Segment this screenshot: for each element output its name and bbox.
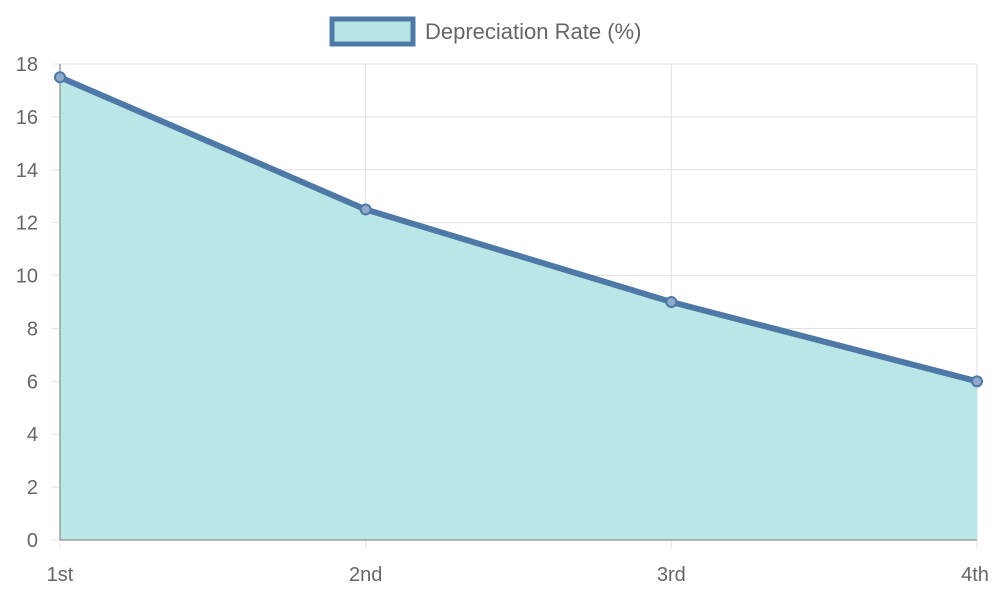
y-tick-label-8: 8	[27, 318, 38, 340]
y-tick-label-0: 0	[27, 530, 38, 552]
y-tick-label-18: 18	[16, 54, 38, 76]
y-tick-label-16: 16	[16, 107, 38, 129]
y-tick-label-4: 4	[27, 424, 38, 446]
y-tick-label-14: 14	[16, 160, 38, 182]
x-tick-label-3rd: 3rd	[657, 564, 686, 586]
legend[interactable]: Depreciation Rate (%)	[329, 16, 641, 47]
series-area-layer	[60, 77, 977, 540]
y-tick-label-10: 10	[16, 266, 38, 288]
x-tick-label-1st: 1st	[47, 564, 74, 586]
legend-swatch[interactable]	[329, 16, 416, 47]
axes	[59, 64, 977, 541]
data-point-4th[interactable]	[971, 375, 983, 388]
y-tick-label-12: 12	[16, 213, 38, 235]
data-point-2nd[interactable]	[359, 203, 372, 216]
series-points-layer	[54, 71, 983, 388]
data-point-3rd[interactable]	[665, 296, 678, 308]
x-axis-tick-labels: 1st 2nd 3rd 4th	[47, 564, 989, 586]
y-axis-tick-labels: 0 2 4 6 8 10 12 14 16 18	[16, 54, 38, 552]
series-line-layer	[57, 74, 980, 385]
series-area-fill	[60, 77, 977, 540]
series-line	[57, 74, 980, 385]
x-tick-label-4th: 4th	[961, 564, 989, 586]
legend-label-depreciation-rate[interactable]: Depreciation Rate (%)	[425, 19, 641, 44]
y-tick-label-2: 2	[27, 477, 38, 499]
data-point-1st[interactable]	[54, 71, 66, 84]
x-tick-label-2nd: 2nd	[349, 564, 382, 586]
y-tick-label-6: 6	[27, 371, 38, 393]
